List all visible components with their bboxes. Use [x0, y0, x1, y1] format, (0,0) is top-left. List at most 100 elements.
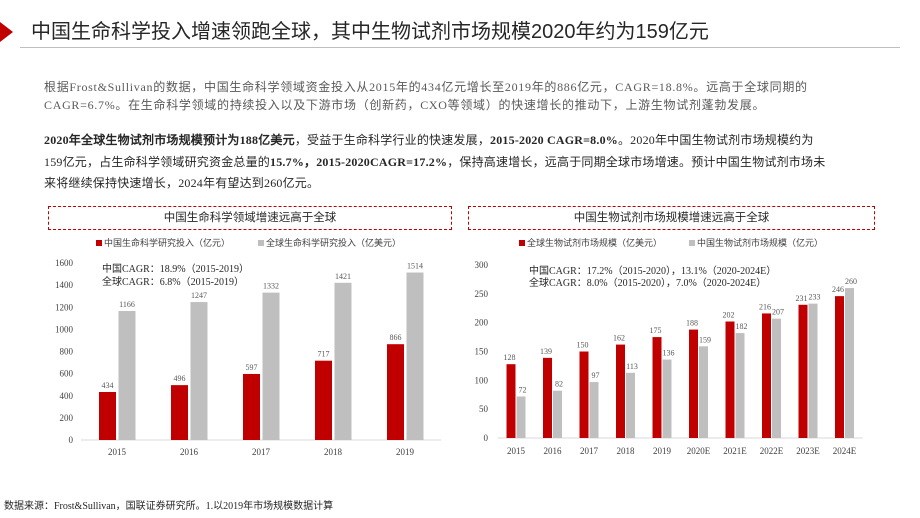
- highlight-text: 15.7%，2015-2020CAGR=17.2%: [270, 154, 448, 169]
- y-tick-label: 150: [475, 347, 489, 357]
- data-label-series1-2016: 496: [174, 374, 186, 383]
- data-label-series2-2021E: 182: [736, 322, 748, 331]
- y-tick-label: 600: [60, 369, 74, 379]
- chart-1-life-science-investment: 中国生命科学研究投入（亿元） 全球生命科学研究投入（亿美元） 中国CAGR：18.9…: [55, 237, 441, 457]
- y-tick-label: 0: [69, 435, 74, 445]
- bar-series2-2015: [118, 311, 136, 440]
- paragraph-line: 来将继续保持快速增长，2024年有望达到260亿元。: [44, 173, 825, 195]
- bar-series2-2020E: [699, 346, 708, 438]
- data-label-series2-2015: 1166: [119, 300, 135, 309]
- bar-series2-2019: [662, 359, 672, 438]
- paragraph-line: 159亿元，占生命科学领域研究资金总量的15.7%，2015-2020CAGR=…: [44, 152, 825, 174]
- y-tick-label: 300: [475, 260, 489, 270]
- y-tick-label: 1600: [55, 258, 74, 268]
- x-tick-label: 2018: [617, 446, 636, 456]
- y-tick-label: 100: [475, 375, 489, 385]
- data-label-series2-2020E: 159: [699, 335, 711, 344]
- data-label-series2-2016: 82: [555, 380, 563, 389]
- page-title: 中国生命科学投入增速领跑全球，其中生物试剂市场规模2020年约为159亿元: [31, 21, 709, 43]
- data-label-series2-2017: 97: [592, 371, 600, 380]
- bar-series1-2022E: [762, 313, 771, 438]
- bar-series1-2018: [616, 344, 625, 438]
- bar-series2-2018: [626, 372, 635, 438]
- bar-series1-2023E: [798, 304, 808, 438]
- bar-series2-2023E: [808, 303, 818, 438]
- data-label-series1-2024E: 246: [832, 285, 844, 294]
- paragraph-line: CAGR=6.7%。在生命科学领域的持续投入以及下游市场（创新药，CXO等领域）…: [44, 98, 766, 112]
- paragraph-line: 2020年全球生物试剂市场规模预计为188亿美元，受益于生命科学行业的快速发展，…: [44, 130, 825, 152]
- y-tick-label: 800: [60, 347, 74, 357]
- bar-series2-2018: [334, 282, 352, 440]
- bar-series1-2024E: [835, 296, 844, 438]
- x-tick-label: 2018: [324, 447, 343, 457]
- y-tick-label: 1000: [55, 324, 74, 334]
- x-tick-label: 2016: [544, 446, 563, 456]
- x-tick-label: 2019: [396, 447, 415, 457]
- x-tick-label: 2017: [580, 446, 599, 456]
- legend-label-1: 中国生命科学研究投入（亿元）: [104, 237, 230, 248]
- data-label-series2-2022E: 207: [772, 308, 784, 317]
- legend-swatch-2: [689, 240, 695, 246]
- data-label-series1-2023E: 231: [796, 294, 808, 303]
- x-tick-label: 2017: [252, 447, 271, 457]
- bar-series2-2024E: [845, 288, 854, 438]
- x-tick-label: 2021E: [723, 446, 747, 456]
- data-label-series1-2019: 866: [390, 333, 402, 342]
- intro-paragraph-1: 根据Frost&Sullivan的数据，中国生命科学领域资金投入从2015年的4…: [44, 78, 808, 114]
- bar-series1-2017: [579, 351, 589, 438]
- bar-series1-2016: [171, 385, 188, 440]
- data-label-series2-2018: 1421: [335, 272, 351, 281]
- legend-label-2: 全球生命科学研究投入（亿美元）: [266, 237, 401, 248]
- source-footnote: 数据来源：Frost&Sullivan，国联证券研究所。1.以2019年市场规模…: [4, 501, 334, 512]
- data-label-series1-2020E: 188: [686, 319, 698, 328]
- data-label-series2-2024E: 260: [845, 277, 857, 286]
- bar-series2-2019: [406, 272, 424, 440]
- data-label-series1-2017: 150: [577, 341, 589, 350]
- title-divider: [20, 47, 900, 48]
- legend-label-2: 中国生物试剂市场规模（亿元）: [697, 237, 823, 248]
- cagr-annotation-2: 全球CAGR：6.8%（2015-2019）: [102, 275, 244, 288]
- data-label-series2-2015: 72: [519, 385, 527, 394]
- y-tick-label: 200: [475, 318, 489, 328]
- intro-paragraph-2: 2020年全球生物试剂市场规模预计为188亿美元，受益于生命科学行业的快速发展，…: [44, 130, 825, 195]
- highlight-text: 2015-2020 CAGR=8.0%: [490, 133, 618, 147]
- data-label-series1-2018: 162: [613, 334, 625, 343]
- data-label-series1-2022E: 216: [759, 302, 771, 311]
- y-tick-label: 1400: [55, 280, 74, 290]
- bar-series2-2016: [190, 302, 208, 440]
- bar-series2-2017: [262, 292, 280, 440]
- legend-label-1: 全球生物试剂市场规模（亿美元）: [527, 237, 662, 248]
- bar-series2-2021E: [735, 333, 745, 438]
- data-label-series2-2019: 136: [663, 349, 675, 358]
- body-text: ，保持高速增长，远高于同期全球市场增速。预计中国生物试剂市场未: [447, 154, 826, 169]
- data-label-series1-2016: 139: [540, 347, 552, 356]
- data-label-series1-2017: 597: [246, 363, 258, 372]
- bar-series2-2017: [589, 382, 599, 438]
- bar-series2-2016: [553, 390, 562, 438]
- legend-swatch-1: [96, 240, 102, 246]
- title-accent-triangle: [0, 22, 13, 42]
- data-label-series1-2019: 175: [650, 326, 662, 335]
- bar-series1-2015: [506, 364, 516, 438]
- y-tick-label: 400: [60, 391, 74, 401]
- chart-1-title: 中国生命科学领域增速远高于全球: [48, 206, 452, 230]
- bar-series1-2016: [543, 357, 552, 438]
- data-label-series2-2018: 113: [626, 362, 638, 371]
- data-label-series2-2019: 1514: [407, 262, 423, 271]
- bar-series1-2020E: [689, 329, 698, 438]
- body-text: 。2020年中国生物试剂市场规模约为: [617, 133, 814, 147]
- bar-series1-2019: [387, 344, 404, 440]
- legend-swatch-2: [258, 240, 264, 246]
- legend-swatch-1: [519, 240, 525, 246]
- x-tick-label: 2015: [108, 447, 127, 457]
- bar-series2-2022E: [772, 318, 781, 438]
- cagr-annotation-2: 全球CAGR：8.0%（2015-2020），7.0%（2020-2024E）: [529, 276, 766, 289]
- bar-series1-2021E: [725, 321, 735, 438]
- highlight-text: 2020年全球生物试剂市场规模预计为188亿美元: [44, 133, 295, 147]
- x-tick-label: 2015: [507, 446, 526, 456]
- bar-series1-2015: [99, 391, 116, 440]
- x-tick-label: 2023E: [796, 446, 820, 456]
- data-label-series1-2021E: 202: [723, 311, 735, 320]
- x-tick-label: 2016: [180, 447, 199, 457]
- x-tick-label: 2020E: [687, 446, 711, 456]
